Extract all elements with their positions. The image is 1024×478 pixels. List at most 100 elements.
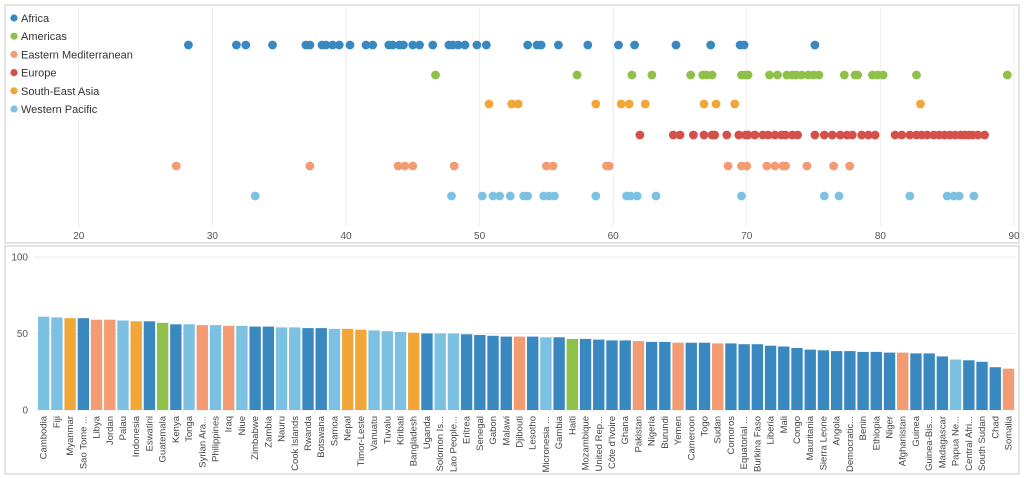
- bar-eritrea[interactable]: [460, 334, 473, 410]
- point-europe-8[interactable]: [734, 130, 744, 140]
- bar-south-sudan[interactable]: [976, 361, 988, 410]
- bar-guatemala[interactable]: [156, 322, 169, 410]
- bar-guinea[interactable]: [910, 353, 922, 410]
- bar-togo[interactable]: [698, 342, 711, 410]
- point-western-pacific-5[interactable]: [505, 191, 515, 201]
- point-south-east-asia-7[interactable]: [699, 99, 709, 109]
- bar-comoros[interactable]: [725, 343, 737, 410]
- point-africa-18[interactable]: [415, 40, 424, 50]
- point-africa-25[interactable]: [481, 40, 491, 50]
- bar-gambia[interactable]: [553, 337, 565, 410]
- point-africa-5[interactable]: [305, 40, 315, 50]
- point-south-east-asia-0[interactable]: [484, 99, 494, 109]
- bar-samoa[interactable]: [328, 328, 341, 410]
- point-eastern-mediterranean-5[interactable]: [449, 161, 459, 171]
- bar-somalia[interactable]: [1002, 368, 1015, 410]
- bar-iraq[interactable]: [223, 325, 235, 410]
- bar-zimbabwe[interactable]: [249, 326, 261, 410]
- bar-united-rep[interactable]: [593, 339, 605, 410]
- bar-syrian-ara[interactable]: [196, 325, 208, 410]
- bar-congo[interactable]: [791, 348, 803, 410]
- point-europe-2[interactable]: [675, 130, 685, 140]
- bar-equatorial[interactable]: [738, 344, 750, 410]
- point-eastern-mediterranean-9[interactable]: [604, 161, 614, 171]
- bar-mauritania[interactable]: [804, 349, 816, 410]
- point-western-pacific-20[interactable]: [942, 191, 952, 201]
- bar-timor-leste[interactable]: [355, 329, 367, 410]
- legend-item-western-pacific[interactable]: Western Pacific: [10, 104, 98, 116]
- bar-zambia[interactable]: [262, 326, 275, 410]
- point-western-pacific-3[interactable]: [488, 191, 498, 201]
- point-western-pacific-23[interactable]: [969, 191, 979, 201]
- bar-burundi[interactable]: [659, 341, 671, 410]
- point-europe-13[interactable]: [763, 130, 773, 140]
- point-africa-17[interactable]: [408, 40, 418, 50]
- bar-eswatini[interactable]: [143, 321, 156, 410]
- point-south-east-asia-1[interactable]: [507, 99, 517, 109]
- bar-mali[interactable]: [778, 346, 790, 411]
- point-africa-36[interactable]: [739, 40, 749, 50]
- bar-c-te-d-ivoire[interactable]: [606, 340, 618, 410]
- bar-ghana[interactable]: [619, 340, 631, 410]
- point-europe-10[interactable]: [743, 130, 753, 140]
- point-south-east-asia-3[interactable]: [591, 99, 601, 109]
- point-africa-9[interactable]: [334, 40, 344, 50]
- point-western-pacific-19[interactable]: [905, 191, 915, 201]
- bar-pakistan[interactable]: [632, 341, 645, 410]
- point-eastern-mediterranean-14[interactable]: [770, 161, 780, 171]
- point-americas-11[interactable]: [765, 70, 774, 80]
- point-americas-1[interactable]: [572, 70, 582, 80]
- point-europe-21[interactable]: [827, 130, 837, 140]
- bar-ethiopia[interactable]: [870, 351, 882, 410]
- bar-lesotho[interactable]: [527, 336, 539, 410]
- bar-libya[interactable]: [90, 319, 103, 410]
- point-eastern-mediterranean-4[interactable]: [408, 161, 418, 171]
- bar-chad[interactable]: [989, 367, 1001, 410]
- legend-item-south-east-asia[interactable]: South-East Asia: [10, 86, 100, 98]
- point-africa-29[interactable]: [554, 40, 563, 50]
- bar-cook-islands[interactable]: [289, 327, 301, 410]
- bar-jordan[interactable]: [104, 319, 116, 410]
- point-africa-26[interactable]: [523, 40, 533, 50]
- point-south-east-asia-9[interactable]: [730, 99, 740, 109]
- point-europe-1[interactable]: [668, 130, 678, 140]
- point-western-pacific-10[interactable]: [550, 191, 559, 201]
- bar-sudan[interactable]: [712, 343, 724, 410]
- point-eastern-mediterranean-13[interactable]: [762, 161, 772, 171]
- point-africa-2[interactable]: [241, 40, 251, 50]
- point-western-pacific-17[interactable]: [819, 191, 829, 201]
- bar-rwanda[interactable]: [302, 328, 314, 410]
- point-south-east-asia-4[interactable]: [616, 99, 626, 109]
- point-eastern-mediterranean-3[interactable]: [400, 161, 410, 171]
- point-western-pacific-14[interactable]: [632, 191, 642, 201]
- bar-lao-people[interactable]: [447, 333, 460, 411]
- point-africa-7[interactable]: [321, 40, 331, 50]
- bar-nepal[interactable]: [341, 328, 354, 410]
- point-americas-3[interactable]: [647, 70, 657, 80]
- point-africa-31[interactable]: [614, 40, 623, 50]
- point-europe-22[interactable]: [835, 130, 845, 140]
- point-americas-19[interactable]: [814, 70, 824, 80]
- point-europe-18[interactable]: [793, 130, 802, 140]
- bar-senegal[interactable]: [474, 335, 486, 410]
- bar-mozambique[interactable]: [579, 338, 592, 410]
- legend-item-eastern-mediterranean[interactable]: Eastern Mediterranean: [10, 49, 133, 61]
- point-western-pacific-13[interactable]: [626, 191, 635, 201]
- legend-item-europe[interactable]: Europe: [10, 68, 56, 80]
- point-europe-3[interactable]: [689, 130, 698, 140]
- point-western-pacific-15[interactable]: [651, 191, 661, 201]
- bar-myanmar[interactable]: [64, 318, 76, 410]
- point-western-pacific-0[interactable]: [250, 191, 260, 201]
- point-europe-20[interactable]: [819, 130, 829, 140]
- bar-tonga[interactable]: [183, 324, 195, 410]
- point-africa-37[interactable]: [810, 40, 820, 50]
- point-africa-14[interactable]: [388, 40, 398, 50]
- point-africa-34[interactable]: [706, 40, 716, 50]
- point-western-pacific-18[interactable]: [834, 191, 844, 201]
- point-europe-19[interactable]: [810, 130, 820, 140]
- point-western-pacific-16[interactable]: [737, 191, 746, 201]
- point-americas-7[interactable]: [707, 70, 717, 80]
- point-africa-28[interactable]: [536, 40, 546, 50]
- point-south-east-asia-6[interactable]: [640, 99, 650, 109]
- point-south-east-asia-10[interactable]: [916, 99, 925, 109]
